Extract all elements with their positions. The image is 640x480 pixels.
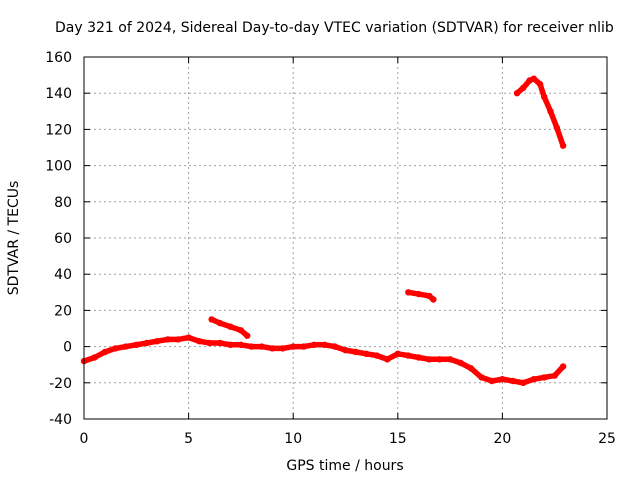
- data-point: [488, 377, 496, 385]
- y-tick-label: 80: [54, 195, 72, 211]
- data-point: [195, 338, 203, 345]
- x-tick-label: 0: [80, 431, 89, 447]
- grid-lines: [84, 57, 607, 419]
- data-point: [513, 90, 521, 97]
- data-point: [559, 363, 567, 370]
- data-point: [174, 336, 182, 343]
- y-axis-label: SDTVAR / TECUs: [6, 181, 22, 296]
- x-axis-label: GPS time / hours: [286, 458, 403, 474]
- data-point: [553, 124, 560, 131]
- data-point: [446, 356, 454, 363]
- data-series: [80, 75, 567, 386]
- x-tick-label: 10: [284, 431, 302, 447]
- y-tick-label: 100: [45, 159, 72, 175]
- data-point: [258, 343, 265, 350]
- data-point: [154, 338, 161, 345]
- data-point: [363, 350, 370, 357]
- y-tick-label: 120: [45, 122, 72, 138]
- y-tick-label: 40: [54, 267, 72, 283]
- data-point: [216, 319, 224, 327]
- x-tick-label: 15: [389, 431, 407, 447]
- data-point: [227, 341, 234, 348]
- data-point: [436, 356, 443, 363]
- data-point: [321, 341, 328, 348]
- data-point: [467, 365, 475, 372]
- data-point: [405, 289, 412, 296]
- y-tick-label: 60: [54, 231, 72, 247]
- data-point: [415, 290, 422, 298]
- data-point: [208, 316, 215, 323]
- y-tick-label: 160: [45, 50, 72, 66]
- y-tick-label: 0: [63, 340, 72, 356]
- y-tick-label: -20: [49, 376, 72, 392]
- data-point: [426, 292, 433, 300]
- data-point: [352, 348, 360, 356]
- data-point: [122, 343, 129, 350]
- data-point: [300, 343, 307, 350]
- data-point: [478, 374, 485, 381]
- data-point: [499, 376, 506, 383]
- x-tick-label: 20: [493, 431, 511, 447]
- x-tick-label: 25: [598, 431, 616, 447]
- data-point: [248, 343, 255, 350]
- data-point: [331, 343, 339, 350]
- y-tick-label: -40: [49, 412, 72, 428]
- data-point: [133, 341, 140, 348]
- data-point: [373, 352, 381, 359]
- data-point: [237, 341, 245, 348]
- data-point: [551, 372, 558, 379]
- data-point: [547, 108, 554, 115]
- data-point: [206, 339, 213, 347]
- data-point: [290, 343, 297, 350]
- data-point: [269, 345, 276, 352]
- data-point: [430, 296, 437, 303]
- data-point: [415, 354, 422, 361]
- data-point: [185, 334, 192, 341]
- data-point: [279, 345, 286, 352]
- data-point: [384, 356, 391, 363]
- data-point: [541, 93, 548, 101]
- data-point: [91, 354, 98, 361]
- x-tick-label: 5: [184, 431, 193, 447]
- data-point: [237, 327, 245, 334]
- data-point: [457, 359, 464, 367]
- data-point: [394, 350, 401, 357]
- data-point: [559, 142, 567, 149]
- data-point: [530, 75, 537, 82]
- data-point: [164, 336, 171, 343]
- data-point: [520, 84, 527, 92]
- data-point: [112, 345, 119, 352]
- chart-title: Day 321 of 2024, Sidereal Day-to-day VTE…: [55, 20, 614, 36]
- data-point: [530, 376, 537, 383]
- data-point: [342, 347, 349, 354]
- data-point: [520, 379, 527, 386]
- data-point: [541, 374, 548, 381]
- axis-ticks: 0 5 10 15 20 25 -40 -20 0 20 40 60 80 100 120 140 160: [45, 50, 616, 447]
- data-point: [536, 80, 544, 88]
- data-point: [227, 323, 234, 330]
- data-point: [310, 341, 318, 348]
- y-tick-label: 20: [54, 303, 72, 319]
- data-point: [101, 348, 109, 356]
- data-point: [216, 339, 224, 347]
- data-point: [244, 332, 251, 339]
- data-point: [405, 352, 412, 359]
- data-point: [426, 356, 433, 363]
- data-point: [509, 377, 517, 385]
- y-tick-label: 140: [45, 86, 72, 102]
- data-point: [143, 339, 150, 347]
